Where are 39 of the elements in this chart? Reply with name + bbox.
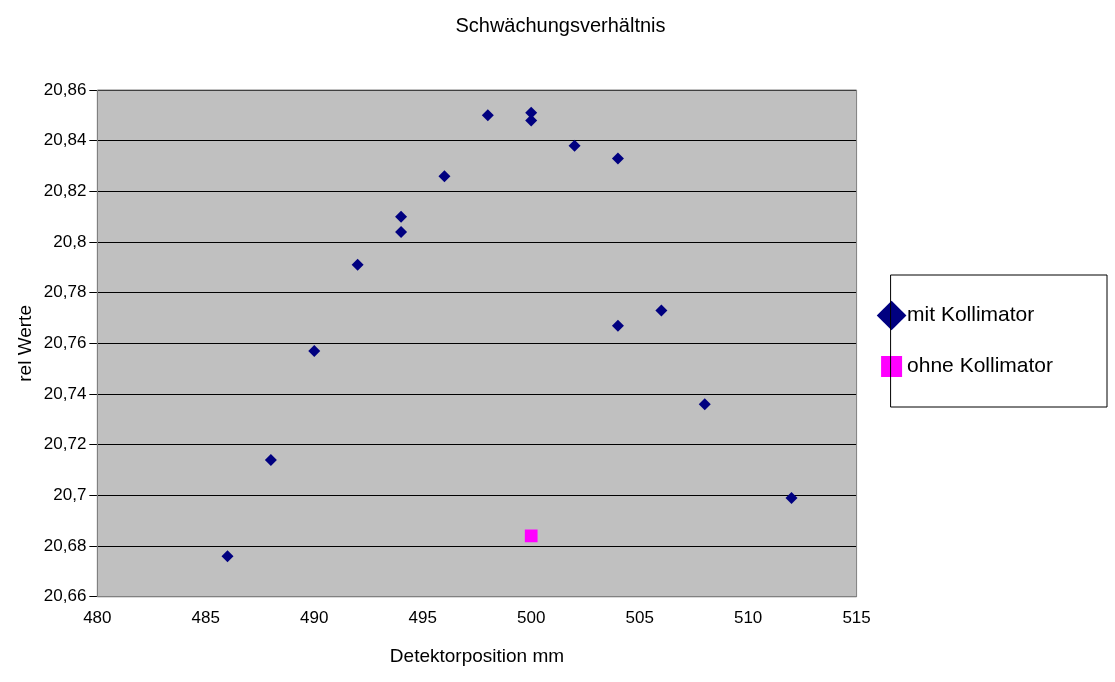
point bbox=[395, 210, 408, 223]
point bbox=[524, 529, 538, 543]
point bbox=[264, 453, 277, 466]
y-tick-label: 20,66 bbox=[43, 586, 87, 606]
point bbox=[698, 398, 711, 411]
point bbox=[611, 319, 624, 332]
y-tick-label: 20,78 bbox=[43, 282, 87, 302]
x-tick-label: 515 bbox=[842, 607, 871, 627]
x-axis-title: Detektorposition mm bbox=[389, 644, 565, 666]
y-tick-label: 20,84 bbox=[43, 130, 87, 150]
point bbox=[351, 258, 364, 271]
y-axis-title: rel Werte bbox=[13, 305, 35, 382]
point bbox=[438, 170, 451, 183]
y-tick-label: 20,82 bbox=[43, 181, 87, 201]
x-tick-label: 495 bbox=[408, 607, 437, 627]
point bbox=[611, 152, 624, 165]
y-tick-label: 20,8 bbox=[53, 231, 87, 251]
y-tick-label: 20,7 bbox=[53, 485, 87, 505]
point bbox=[221, 550, 234, 563]
y-tick-label: 20,68 bbox=[43, 535, 87, 555]
x-tick-label: 505 bbox=[625, 607, 654, 627]
point bbox=[655, 304, 668, 317]
y-tick-label: 20,76 bbox=[43, 333, 87, 353]
legend-label: ohne Kollimator bbox=[907, 353, 1054, 377]
x-tick-label: 500 bbox=[517, 607, 546, 627]
point bbox=[481, 109, 494, 122]
y-tick-label: 20,86 bbox=[43, 79, 87, 99]
legend-label: mit Kollimator bbox=[907, 302, 1035, 326]
x-tick-label: 480 bbox=[83, 607, 112, 627]
point bbox=[785, 491, 798, 504]
point bbox=[568, 139, 581, 152]
point bbox=[308, 345, 321, 357]
y-tick-label: 20,74 bbox=[43, 383, 87, 403]
x-tick-label: 490 bbox=[300, 607, 329, 627]
chart-title: Schwächungsverhältnis bbox=[455, 13, 666, 36]
y-tick-label: 20,72 bbox=[43, 434, 87, 454]
x-tick-label: 485 bbox=[191, 607, 220, 627]
x-tick-label: 510 bbox=[733, 607, 763, 627]
point bbox=[395, 225, 408, 238]
